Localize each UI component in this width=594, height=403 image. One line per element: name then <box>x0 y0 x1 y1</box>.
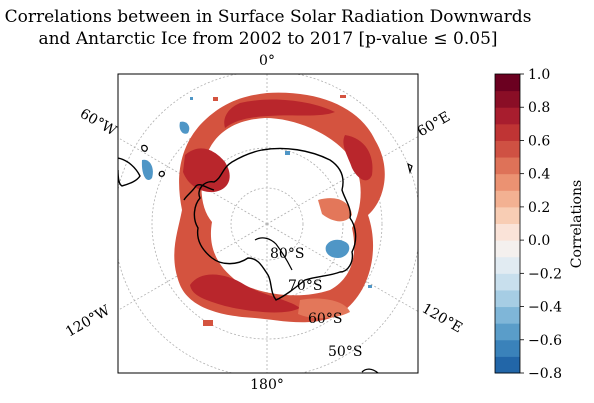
colorbar-swatch <box>495 173 520 191</box>
colorbar-swatch <box>495 323 520 341</box>
colorbar: 1.0 0.8 0.6 0.4 0.2 0.0 −0.2 −0.4 −0.6 −0.8 <box>494 67 562 382</box>
negative-patch-west <box>179 121 190 134</box>
label-meridian-60w: 60°W <box>77 106 119 140</box>
colorbar-swatch <box>495 90 520 108</box>
label-latitude-60s: 60°S <box>308 311 342 327</box>
ring-core-southwest <box>190 274 300 313</box>
colorbar-swatch <box>495 339 520 357</box>
map-title: Correlations between in Surface Solar Ra… <box>0 6 536 50</box>
scattered-positive-patches <box>203 95 381 326</box>
label-meridian-180: 180° <box>250 377 284 393</box>
colorbar-swatch <box>495 190 520 208</box>
colorbar-swatch <box>495 74 520 92</box>
colorbar-swatch <box>495 223 520 241</box>
new-zealand-coastline <box>361 368 379 373</box>
negative-patch-peninsula <box>141 159 153 180</box>
colorbar-swatch <box>495 206 520 224</box>
title-line-1: Correlations between in Surface Solar Ra… <box>4 7 532 27</box>
positive-correlation-ring <box>174 92 385 323</box>
colorbar-swatch <box>495 273 520 291</box>
patch <box>377 153 381 156</box>
antarctic-peninsula <box>183 183 215 201</box>
antarctica-coastline <box>193 147 357 301</box>
colorbar-swatch <box>495 140 520 158</box>
colorbar-swatch <box>495 123 520 141</box>
colorbar-swatch <box>495 306 520 324</box>
patch <box>213 97 218 101</box>
ring-weak-east-coast <box>318 198 352 222</box>
colorbar-frame <box>494 73 521 374</box>
label-latitude-80s: 80°S <box>270 246 304 262</box>
colorbar-tick-label: −0.4 <box>528 300 562 316</box>
negative-speck <box>190 97 193 100</box>
colorbar-label: Correlations <box>569 180 585 268</box>
title-line-2: and Antarctic Ice from 2002 to 2017 [p-v… <box>38 29 498 49</box>
label-meridian-0: 0° <box>259 53 275 69</box>
map-content <box>118 74 418 373</box>
colorbar-swatch <box>495 356 520 374</box>
colorbar-swatch <box>495 107 520 125</box>
outer-ring-band <box>174 92 385 323</box>
ring-core-east <box>343 135 373 181</box>
colorbar-tick-label: −0.6 <box>528 333 562 349</box>
colorbar-swatch <box>495 240 520 258</box>
south-georgia <box>158 170 166 177</box>
patch <box>203 320 213 326</box>
colorbar-swatch <box>495 256 520 274</box>
negative-speck <box>368 285 372 288</box>
ring-core-west <box>183 148 230 193</box>
colorbar-tick-label: 0.8 <box>528 100 550 116</box>
colorbar-tick-label: −0.2 <box>528 266 562 282</box>
ring-weak-south <box>298 298 350 319</box>
ice-shelf-outline <box>254 237 293 271</box>
colorbar-tick-label: −0.8 <box>528 366 562 382</box>
meridian-60w <box>118 137 268 225</box>
colorbar-swatch <box>495 289 520 308</box>
colorbar-tick-label: 0.4 <box>528 167 550 183</box>
falkland-islands <box>141 144 148 152</box>
label-latitude-70s: 70°S <box>288 278 322 294</box>
island-east <box>407 162 413 175</box>
label-latitude-50s: 50°S <box>328 344 362 360</box>
label-meridian-120e: 120°E <box>419 301 465 337</box>
label-meridian-60e: 60°E <box>415 109 453 140</box>
colorbar-swatch <box>495 157 520 175</box>
patch <box>340 95 346 98</box>
negative-patch-east <box>325 239 350 258</box>
colorbar-tick-label: 0.0 <box>528 233 550 249</box>
ring-core-north <box>224 99 335 128</box>
meridian-120w <box>118 223 268 311</box>
colorbar-tick-label: 1.0 <box>528 67 550 83</box>
label-meridian-120w: 120°W <box>63 302 113 340</box>
colorbar-tick-label: 0.6 <box>528 133 550 149</box>
colorbar-tick-label: 0.2 <box>528 200 550 216</box>
map-frame <box>117 73 419 374</box>
negative-correlation-patches <box>141 97 372 288</box>
south-america-coastline <box>118 157 141 187</box>
negative-speck <box>285 151 290 155</box>
